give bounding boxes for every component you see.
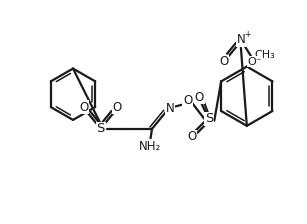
Text: O: O — [187, 130, 196, 143]
Text: O: O — [195, 91, 204, 104]
Text: CH₃: CH₃ — [254, 50, 275, 60]
Text: S: S — [205, 112, 213, 125]
Text: O: O — [183, 94, 192, 107]
Text: O: O — [113, 101, 122, 114]
Text: O⁻: O⁻ — [247, 57, 262, 67]
Text: S: S — [96, 122, 105, 135]
Text: N: N — [165, 101, 174, 114]
Text: N: N — [236, 33, 245, 46]
Text: O: O — [220, 55, 229, 68]
Text: +: + — [245, 30, 251, 39]
Text: NH₂: NH₂ — [139, 140, 161, 153]
Text: O: O — [79, 101, 88, 114]
